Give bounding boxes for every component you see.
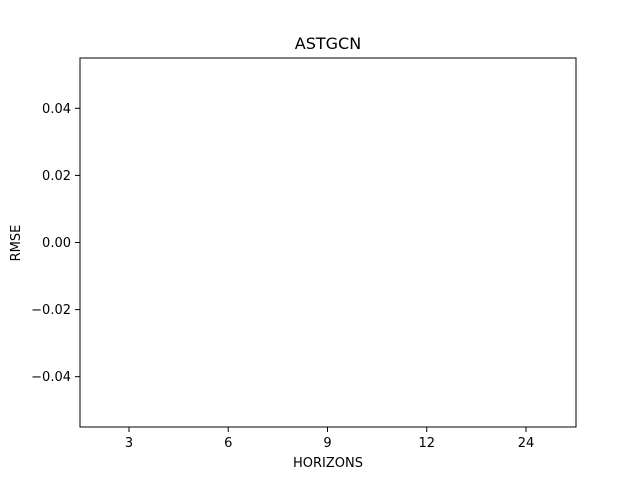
x-axis: 3 6 9 12 24 (125, 427, 534, 451)
x-tick-label: 12 (418, 436, 435, 451)
y-tick-label: −0.02 (31, 303, 71, 318)
y-tick-label: 0.00 (42, 236, 71, 251)
y-tick-label: −0.04 (31, 370, 71, 385)
y-tick-label: 0.02 (42, 169, 71, 184)
y-axis-label: RMSE (9, 225, 24, 262)
x-tick-label: 6 (224, 436, 232, 451)
chart-title: ASTGCN (295, 34, 361, 53)
x-tick-label: 3 (125, 436, 133, 451)
x-axis-label: HORIZONS (293, 456, 363, 471)
y-axis: −0.04 −0.02 0.00 0.02 0.04 (31, 102, 80, 385)
y-tick-label: 0.04 (42, 102, 71, 117)
x-tick-label: 9 (323, 436, 331, 451)
x-tick-label: 24 (518, 436, 535, 451)
